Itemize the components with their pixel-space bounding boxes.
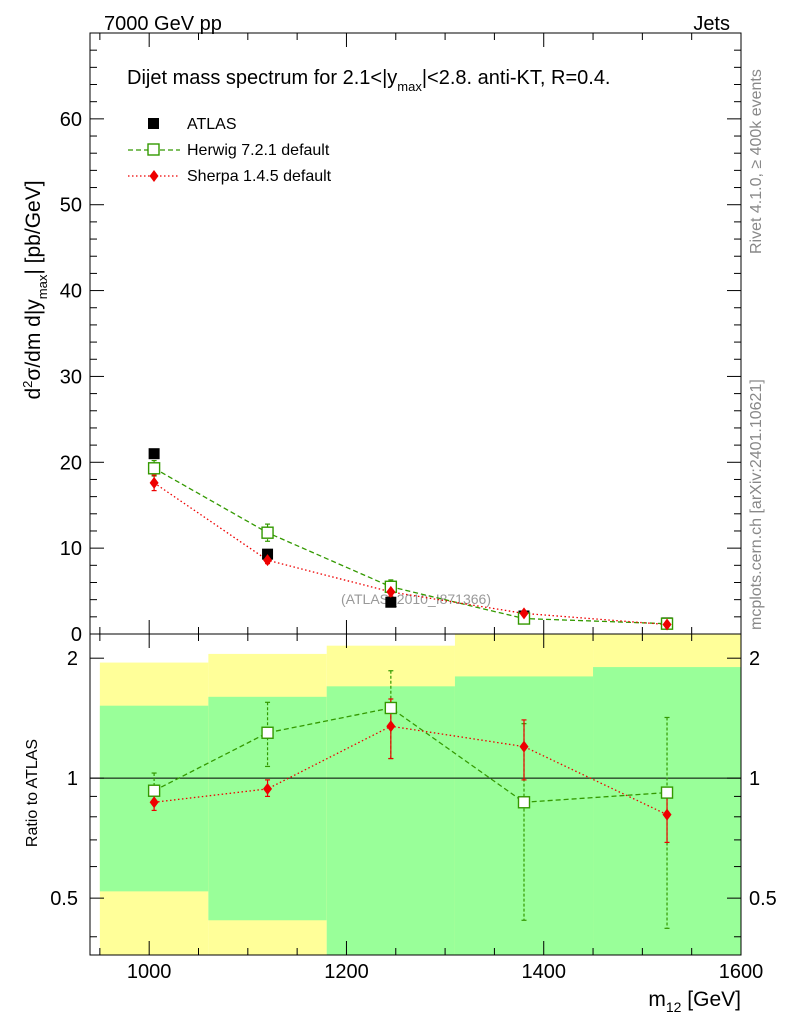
legend-herwig-label: Herwig 7.2.1 default [187,142,330,159]
herwig-point-1 [261,526,274,539]
herwig-ratio-line [153,707,668,803]
ratio-series-layer [147,670,674,929]
sherpa-ratio-point-3 [519,740,529,753]
legend-herwig-marker [147,143,160,156]
ylabel-sub: max [35,274,50,299]
herwig-ratio-point-0 [147,784,161,797]
sherpa-point-4 [662,618,672,631]
ylabel-c: | [pb/GeV] [22,180,45,274]
sherpa-point-0 [149,476,159,489]
analysis-watermark: (ATLAS_2010_I871366) [341,591,491,607]
chart-title-post: |<2.8. anti-KT, R=0.4. [422,67,611,89]
herwig-ratio-point-4 [660,786,674,799]
ratio-panel-frame [89,633,742,956]
chart-title: Dijet mass spectrum for 2.1<|ymax|<2.8. … [127,67,611,94]
legend-sherpa-label: Sherpa 1.4.5 default [187,168,332,185]
mcplots-side-label: mcplots.cern.ch [arXiv:2401.10621] [748,379,765,630]
atlas-point-2 [385,596,397,608]
herwig-ratio-point-1 [261,726,274,739]
ylabel-a: d [22,388,45,400]
x-tick-label: 1600 [719,961,764,983]
sherpa-ratio-point-4 [662,808,672,821]
sherpa-ratio-point-2 [386,720,396,733]
sherpa-point-3 [519,607,529,620]
x-tick-label: 1200 [324,961,369,983]
ratio-y-tick-label-right: 1 [749,768,760,790]
energy-label: 7000 GeV pp [104,13,222,35]
y-tick-label: 30 [60,366,82,388]
main-series-layer [147,448,674,631]
ratio-y-tick-label-right: 2 [749,648,760,670]
ylabel-sup: 2 [20,381,35,388]
chart-title-pre: Dijet mass spectrum for 2.1<|y [127,67,397,89]
ratio-uncertainty-bands [99,634,741,955]
ylabel-b: σ/dm d|y [22,299,45,381]
ratio-y-label: Ratio to ATLAS [24,739,41,847]
y-tick-label: 0 [71,624,82,646]
legend-atlas-marker [148,118,159,129]
xlabel-b: [GeV] [681,988,741,1011]
sherpa-point-2 [386,585,396,598]
x-axis-label: m12 [GeV] [648,988,741,1015]
y-tick-label: 60 [60,109,82,131]
y-tick-label: 50 [60,195,82,217]
y-tick-label: 20 [60,452,82,474]
x-tick-label: 1000 [127,961,172,983]
legend-atlas-label: ATLAS [187,116,237,133]
atlas-point-1 [262,548,274,560]
ratio-y-tick-label-right: 0.5 [749,888,777,910]
herwig-point-0 [147,462,161,475]
sherpa-ratio-point-0 [149,796,159,809]
atlas-point-0 [148,448,160,460]
legend: ATLAS Herwig 7.2.1 default Sherpa 1.4.5 … [128,116,332,185]
herwig-ratio-point-3 [517,796,531,809]
herwig-ratio-point-2 [384,701,398,715]
main-x-ticks [99,33,742,634]
xlabel-sub: 12 [666,999,682,1015]
ratio-y-tick-label-left: 1 [67,768,78,790]
rivet-side-label: Rivet 4.1.0, ≥ 400k events [748,69,765,254]
sherpa-ratio-point-1 [263,782,273,795]
category-label: Jets [693,13,730,35]
ratio-y-tick-label-left: 2 [67,648,78,670]
x-tick-label: 1400 [521,961,566,983]
ratio-y-tick-label-left: 0.5 [50,888,78,910]
xlabel-a: m [648,988,666,1011]
legend-sherpa-marker [149,170,159,182]
y-tick-label: 10 [60,538,82,560]
main-y-axis: 0 10 20 30 40 50 60 [60,49,741,646]
sherpa-point-1 [263,554,273,567]
y-tick-label: 40 [60,281,82,303]
main-y-label: d2σ/dm d|ymax| [pb/GeV] [20,180,50,399]
ratio-x-axis: 1000 1200 1400 1600 [99,634,764,983]
chart-title-sub: max [397,79,422,94]
